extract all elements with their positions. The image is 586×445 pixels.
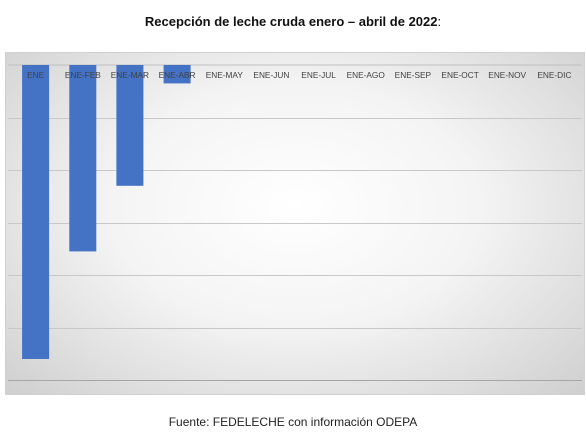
category-label-ene-may: ENE-MAY [206, 70, 244, 80]
chart-title: Recepción de leche cruda enero – abril d… [0, 14, 586, 29]
bar-ene-abr [163, 65, 191, 84]
category-label-ene-oct: ENE-OCT [441, 70, 478, 80]
bars [22, 65, 191, 359]
category-label-ene-jul: ENE-JUL [301, 70, 336, 80]
category-label-ene-abr: ENE-ABR [159, 70, 196, 80]
category-label-ene-jun: ENE-JUN [253, 70, 289, 80]
source-note: Fuente: FEDELECHE con información ODEPA [168, 415, 418, 429]
chart-title-colon: : [437, 14, 442, 29]
category-labels: ENE ENE-FEB ENE-MAR ENE-ABR ENE-MAY ENE-JUN EN… [27, 70, 571, 80]
category-label-ene-mar: ENE-MAR [111, 70, 149, 80]
chart-area: ENE ENE-FEB ENE-MAR ENE-ABR ENE-MAY ENE-JUN EN… [5, 52, 585, 395]
category-label-ene-dic: ENE-DIC [537, 70, 571, 80]
category-label-ene-feb: ENE-FEB [65, 70, 101, 80]
category-label-ene: ENE [27, 70, 45, 80]
bar-chart: ENE ENE-FEB ENE-MAR ENE-ABR ENE-MAY ENE-JUN EN… [8, 64, 582, 381]
category-label-ene-nov: ENE-NOV [488, 70, 526, 80]
bar-ene [22, 65, 50, 359]
gridlines [8, 64, 582, 381]
category-label-ene-ago: ENE-AGO [347, 70, 386, 80]
chart-title-text: Recepción de leche cruda enero – abril d… [144, 14, 438, 29]
bar-ene-feb [69, 65, 97, 252]
bar-ene-mar [116, 65, 144, 186]
category-label-ene-sep: ENE-SEP [395, 70, 432, 80]
